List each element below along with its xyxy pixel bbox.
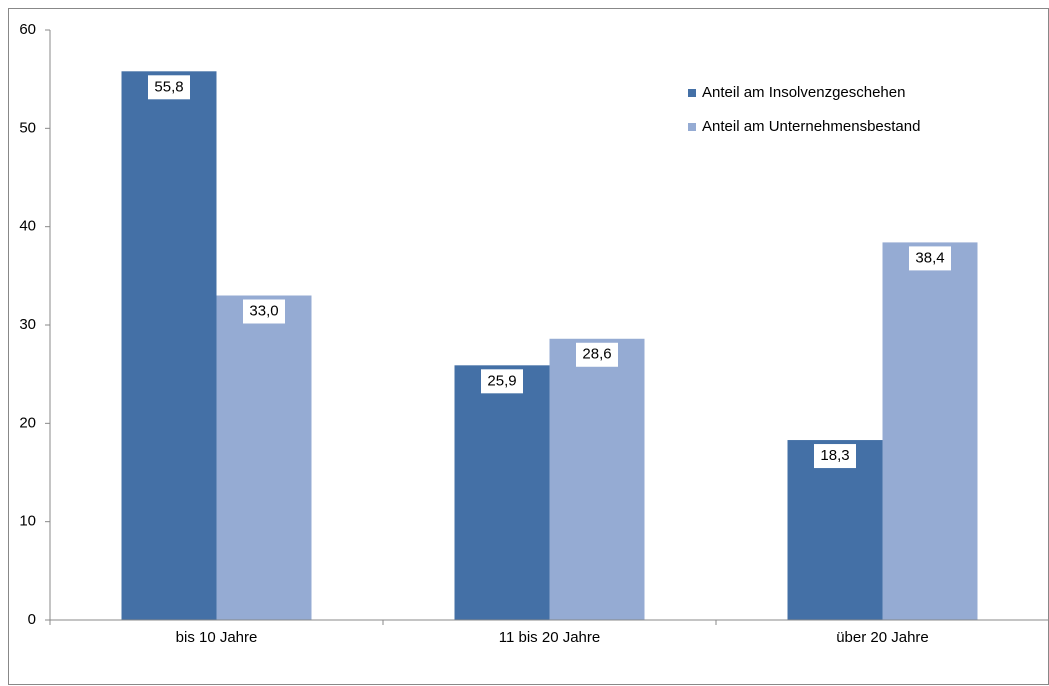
bar [549,338,645,620]
value-label-box [243,299,285,324]
value-label: 25,9 [487,372,516,389]
value-label-box [148,75,190,100]
value-label-box [814,444,856,469]
legend-swatch [688,123,696,131]
y-tick-label: 40 [19,218,36,235]
y-tick-label: 30 [19,316,36,333]
value-label: 18,3 [820,447,849,464]
y-tick-label: 50 [19,119,36,136]
x-tick-label: bis 10 Jahre [176,629,258,646]
legend-label: Anteil am Unternehmensbestand [702,118,920,135]
bar [454,365,550,620]
value-label: 33,0 [249,302,278,319]
bar [121,71,217,621]
legend-label: Anteil am Insolvenzgeschehen [702,84,905,101]
y-tick-label: 60 [19,21,36,38]
value-label: 55,8 [154,78,183,95]
value-label-box [576,342,618,367]
bar [787,440,883,620]
x-tick-label: 11 bis 20 Jahre [499,629,600,646]
value-label-box [909,246,951,271]
bar [882,242,978,620]
value-label: 38,4 [915,249,944,266]
bar [216,295,312,620]
legend-swatch [688,89,696,97]
y-tick-label: 20 [19,414,36,431]
x-tick-label: über 20 Jahre [836,629,929,646]
value-label-box [481,369,523,394]
y-tick-label: 10 [19,513,36,530]
y-tick-label: 0 [28,611,36,628]
value-label: 28,6 [582,346,611,363]
